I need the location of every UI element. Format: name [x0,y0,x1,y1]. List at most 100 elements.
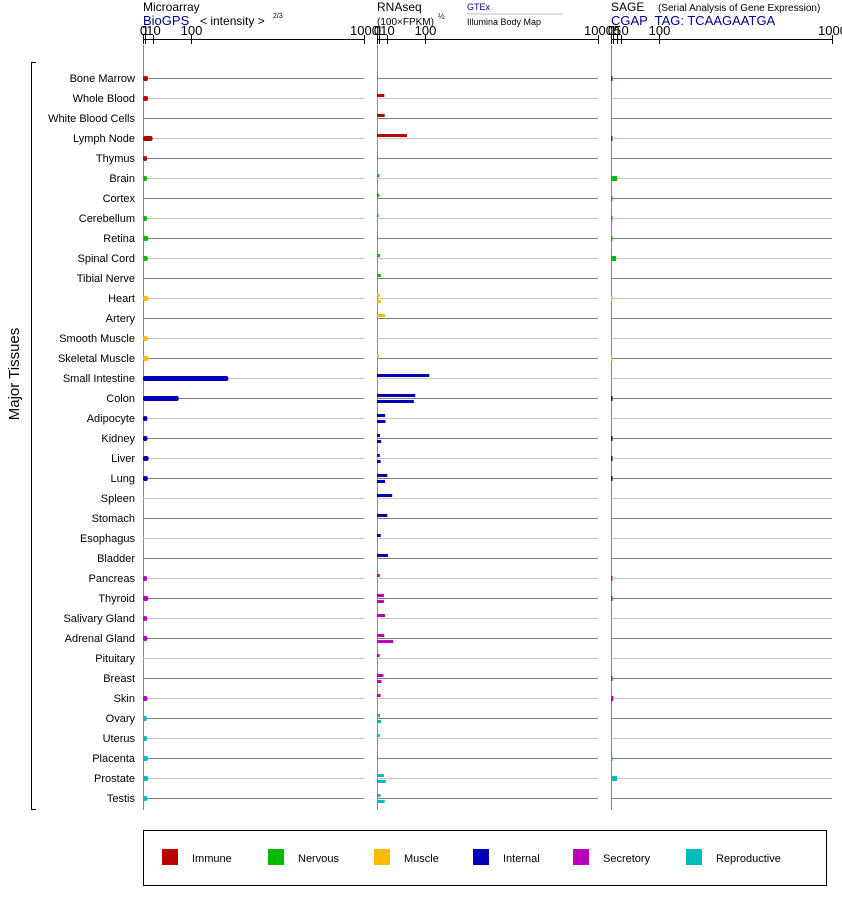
rnaseq-gtex-bar-brain[interactable] [377,174,380,177]
rnaseq-gtex-bar-artery[interactable] [377,314,386,317]
rnaseq-gtex-bar-cerebellum[interactable] [377,214,379,217]
rnaseq-gtex-bar-salivary-gland[interactable] [377,614,386,617]
legend-label-immune: Immune [192,853,232,865]
rnaseq-gtex-bar-liver[interactable] [377,454,380,457]
sage-bar-lung[interactable] [611,476,613,481]
microarray-bar-pancreas[interactable] [143,576,148,581]
rnaseq-illumina-body-map-bar-colon[interactable] [377,400,414,403]
microarray-bar-brain[interactable] [143,176,148,181]
rnaseq-gtex-bar-bladder[interactable] [377,554,388,557]
sage-bar-cerebellum[interactable] [611,216,613,221]
rnaseq-illumina-body-map-bar-adipocyte[interactable] [377,420,386,423]
rnaseq-gtex-bar-white-blood-cells[interactable] [377,114,385,117]
rnaseq-gtex-bar-small-intestine[interactable] [377,374,430,377]
rnaseq-illumina-body-map-bar-adrenal-gland[interactable] [377,640,394,643]
sage-bar-kidney[interactable] [611,436,613,441]
rnaseq-gtex-bar-adrenal-gland[interactable] [377,634,385,637]
sage-bar-retina[interactable] [611,236,613,241]
tissue-label-uterus: Uterus [103,733,136,745]
rnaseq-illumina-body-map-bar-kidney[interactable] [377,440,382,443]
microarray-bar-uterus[interactable] [143,736,148,741]
microarray-bar-lymph-node[interactable] [143,136,153,141]
rnaseq-gtex-bar-whole-blood[interactable] [377,94,385,97]
rnaseq-illumina-body-map-bar-breast[interactable] [377,680,382,683]
microarray-bar-skeletal-muscle[interactable] [143,356,149,361]
sage-bar-liver[interactable] [611,456,613,461]
sage-tick-label-100: 100 [649,23,671,38]
rnaseq-gtex-bar-prostate[interactable] [377,774,384,777]
rnaseq-gtex-bar-skin[interactable] [377,694,381,697]
rnaseq-gtex-bar-lymph-node[interactable] [377,134,407,137]
sage-bar-skin[interactable] [611,696,614,701]
rnaseq-gtex-bar-cortex[interactable] [377,194,380,197]
rnaseq-illumina-body-map-bar-testis[interactable] [377,800,385,803]
sage-bar-heart[interactable] [611,296,613,301]
microarray-bar-placenta[interactable] [143,756,148,761]
rnaseq-gtex-bar-thyroid[interactable] [377,594,384,597]
microarray-bar-testis[interactable] [143,796,148,801]
sage-bar-skeletal-muscle[interactable] [611,356,613,361]
rnaseq-gtex-bar-ovary[interactable] [377,714,381,717]
microarray-bar-adipocyte[interactable] [143,416,148,421]
sage-bar-cortex[interactable] [611,196,613,201]
rnaseq-title: RNAseq [377,0,422,14]
sage-bar-breast[interactable] [611,676,613,681]
rnaseq-gtex-bar-breast[interactable] [377,674,384,677]
microarray-bar-skin[interactable] [143,696,148,701]
microarray-bar-small-intestine[interactable] [143,376,229,381]
rnaseq-gtex-bar-spinal-cord[interactable] [377,254,380,257]
rnaseq-illumina-body-map-bar-thyroid[interactable] [377,600,384,603]
rnaseq-gtex-bar-heart[interactable] [377,294,380,297]
rnaseq-illumina-body-map-bar-lung[interactable] [377,480,386,483]
rnaseq-gtex-bar-pancreas[interactable] [377,574,380,577]
rnaseq-illumina-body-map-bar-heart[interactable] [377,300,381,303]
microarray-bar-liver[interactable] [143,456,149,461]
microarray-bar-salivary-gland[interactable] [143,616,148,621]
microarray-bar-cerebellum[interactable] [143,216,148,221]
rnaseq-legend-gtex[interactable]: GTEx [467,2,491,12]
microarray-source[interactable]: BioGPS [143,13,190,28]
tissue-label-smooth-muscle: Smooth Muscle [59,333,135,345]
rnaseq-gtex-bar-skeletal-muscle[interactable] [377,354,380,357]
microarray-bar-lung[interactable] [143,476,148,481]
rnaseq-illumina-body-map-bar-liver[interactable] [377,460,381,463]
sage-bar-prostate[interactable] [611,776,618,781]
sage-bar-brain[interactable] [611,176,618,181]
tissue-label-breast: Breast [103,673,135,685]
rnaseq-gtex-bar-uterus[interactable] [377,734,380,737]
rnaseq-gtex-bar-lung[interactable] [377,474,388,477]
rnaseq-gtex-bar-stomach[interactable] [377,514,388,517]
sage-bar-lymph-node[interactable] [611,136,613,141]
microarray-bar-kidney[interactable] [143,436,148,441]
sage-bar-colon[interactable] [611,396,613,401]
microarray-bar-adrenal-gland[interactable] [143,636,148,641]
microarray-bar-spinal-cord[interactable] [143,256,148,261]
sage-bar-bone-marrow[interactable] [611,76,613,81]
microarray-bar-smooth-muscle[interactable] [143,336,148,341]
microarray-bar-retina[interactable] [143,236,149,241]
microarray-bar-bone-marrow[interactable] [143,76,148,81]
microarray-bar-thyroid[interactable] [143,596,149,601]
rnaseq-gtex-bar-kidney[interactable] [377,434,381,437]
microarray-bar-colon[interactable] [143,396,179,401]
sage-bar-placenta[interactable] [611,756,613,761]
microarray-bar-ovary[interactable] [143,716,147,721]
rnaseq-gtex-bar-pituitary[interactable] [377,654,380,657]
microarray-bar-heart[interactable] [143,296,149,301]
microarray-bar-prostate[interactable] [143,776,149,781]
rnaseq-gtex-bar-colon[interactable] [377,394,416,397]
sage-bar-pancreas[interactable] [611,576,613,581]
rnaseq-gtex-bar-spleen[interactable] [377,494,393,497]
microarray-bar-thymus[interactable] [143,156,148,161]
sage-bar-spinal-cord[interactable] [611,256,617,261]
sage-tag[interactable]: CGAP TAG: TCAAGAATGA [611,13,776,28]
rnaseq-illumina-body-map-bar-prostate[interactable] [377,780,386,783]
microarray-bar-whole-blood[interactable] [143,96,148,101]
legend: Immune Nervous Muscle Internal Secretory Repr… [162,849,781,865]
rnaseq-gtex-bar-testis[interactable] [377,794,381,797]
sage-bar-thyroid[interactable] [611,596,613,601]
rnaseq-illumina-body-map-bar-ovary[interactable] [377,720,382,723]
rnaseq-gtex-bar-adipocyte[interactable] [377,414,386,417]
rnaseq-gtex-bar-esophagus[interactable] [377,534,381,537]
rnaseq-gtex-bar-tibial-nerve[interactable] [377,274,381,277]
